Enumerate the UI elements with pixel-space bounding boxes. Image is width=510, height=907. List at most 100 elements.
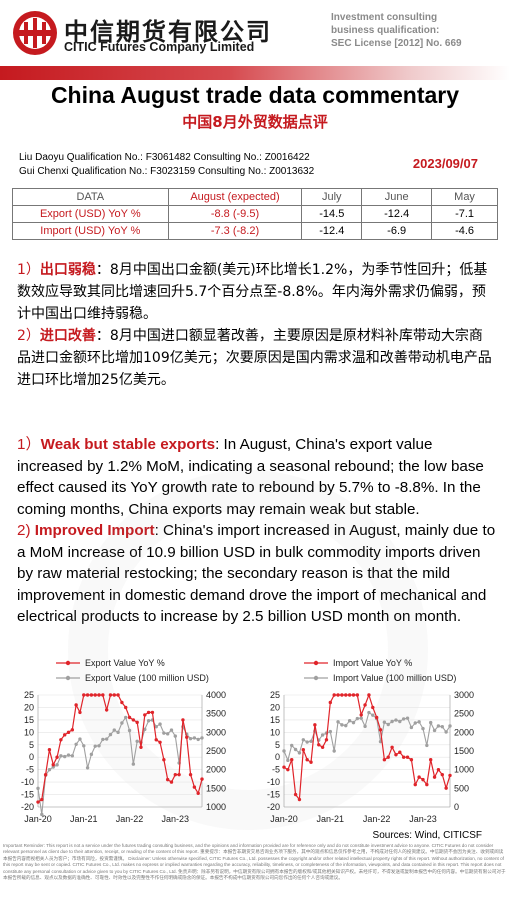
data-point	[293, 747, 298, 752]
y-left-tick-label: 20	[24, 702, 34, 712]
header-divider	[0, 66, 510, 80]
data-point	[448, 724, 452, 728]
data-point	[66, 730, 71, 735]
data-point	[131, 718, 136, 722]
data-point	[146, 719, 151, 723]
data-point	[124, 715, 128, 720]
data-point	[51, 762, 55, 767]
data-point	[305, 758, 309, 762]
export-chart-svg: -20 -15 -10 -5 0 5 10 15 20 25 1000 1500 2000 2500 300…	[21, 658, 226, 824]
data-point	[162, 758, 166, 762]
data-point	[59, 754, 63, 758]
data-point	[444, 786, 448, 790]
x-tick-label: Jan-21	[317, 814, 345, 824]
x-tick-label: Jan-21	[70, 814, 98, 824]
data-point	[324, 738, 329, 742]
item-number: 1）	[17, 262, 40, 278]
data-point	[440, 772, 444, 777]
data-point	[85, 766, 90, 770]
data-point	[405, 755, 410, 759]
table-cell: -6.9	[361, 222, 433, 240]
y-right-tick-label: 2500	[454, 709, 474, 719]
data-point	[47, 767, 52, 772]
x-tick-label: Jan-20	[24, 814, 52, 824]
data-point	[428, 720, 433, 725]
data-point	[62, 754, 67, 759]
data-point	[120, 700, 124, 705]
y-right-tick-label: 3000	[206, 727, 226, 737]
data-point	[340, 723, 344, 727]
y-left-tick-label: -5	[26, 765, 34, 775]
report-subtitle-cn: 中国8月外贸数据点评	[182, 113, 328, 131]
data-point	[146, 710, 151, 715]
data-point	[192, 785, 197, 789]
data-point	[74, 703, 78, 707]
data-point	[336, 693, 340, 697]
data-point	[66, 753, 71, 757]
data-point	[421, 726, 425, 731]
data-point	[386, 755, 390, 759]
separator: ：	[95, 328, 110, 344]
import-chart-svg: -20 -15 -10 -5 0 5 10 15 20 25 0 500 1000 1500 2000 250…	[267, 658, 474, 824]
data-point	[36, 800, 40, 804]
data-point	[359, 716, 363, 720]
data-point	[158, 740, 162, 744]
data-point	[409, 725, 414, 730]
data-point	[108, 693, 113, 697]
data-point	[173, 734, 178, 738]
data-point	[78, 710, 82, 715]
y-left-tick-label: -5	[272, 765, 280, 775]
data-point	[367, 710, 371, 715]
data-point	[55, 763, 59, 767]
data-point	[413, 782, 417, 787]
data-point	[320, 745, 325, 749]
data-point	[165, 732, 170, 736]
paragraph-en-imports: 2) Improved Import: China's import incre…	[17, 520, 499, 628]
paragraph-en-exports: 1）Weak but stable exports: In August, Ch…	[17, 434, 499, 520]
legend-label: Export Value YoY %	[85, 658, 165, 668]
data-point	[290, 758, 294, 762]
data-point	[363, 724, 367, 729]
data-point	[320, 733, 325, 737]
data-point	[116, 730, 120, 735]
data-point	[436, 724, 441, 728]
table-cell: -8.8 (-9.5)	[167, 205, 303, 223]
data-point	[143, 727, 147, 732]
y-left-tick-label: -15	[267, 790, 280, 800]
sources-note: Sources: Wind, CITICSF	[372, 830, 482, 841]
y-right-tick-label: 1500	[454, 746, 474, 756]
data-point	[371, 713, 375, 717]
table-row-label: Import (USD) YoY %	[12, 222, 169, 240]
paragraph-text: : In August, China's export value increa…	[17, 436, 484, 518]
y-left-tick-label: 5	[29, 740, 34, 750]
data-point	[55, 755, 59, 759]
export-chart: -20 -15 -10 -5 0 5 10 15 20 25 1000 1500 2000 2500 300…	[6, 655, 250, 830]
legend-marker	[313, 675, 319, 681]
data-point	[158, 722, 162, 726]
report-title: China August trade data commentary	[50, 82, 460, 108]
separator: ：	[95, 262, 110, 278]
data-point	[62, 733, 67, 737]
data-point	[104, 737, 109, 741]
company-name-en: CITIC Futures Company Limited	[64, 40, 255, 54]
y-left-tick-label: 10	[24, 727, 34, 737]
data-point	[297, 797, 302, 802]
data-point	[398, 719, 402, 724]
data-point	[200, 736, 204, 740]
data-point	[297, 751, 302, 755]
data-point	[169, 780, 174, 784]
keyword: 进口改善	[39, 328, 96, 344]
data-point	[347, 719, 352, 723]
data-point	[363, 703, 367, 707]
item-number: 1）	[17, 436, 41, 453]
legend-label: Import Value (100 million USD)	[333, 673, 456, 683]
data-point	[82, 744, 86, 748]
y-right-tick-label: 3000	[454, 690, 474, 700]
data-point	[120, 721, 124, 725]
item-number: 2)	[17, 522, 35, 539]
table-row-label: Export (USD) YoY %	[12, 205, 169, 223]
data-point	[154, 738, 158, 742]
data-point	[40, 812, 44, 817]
report-date: 2023/09/07	[412, 156, 478, 171]
y-right-tick-label: 2000	[454, 727, 474, 737]
